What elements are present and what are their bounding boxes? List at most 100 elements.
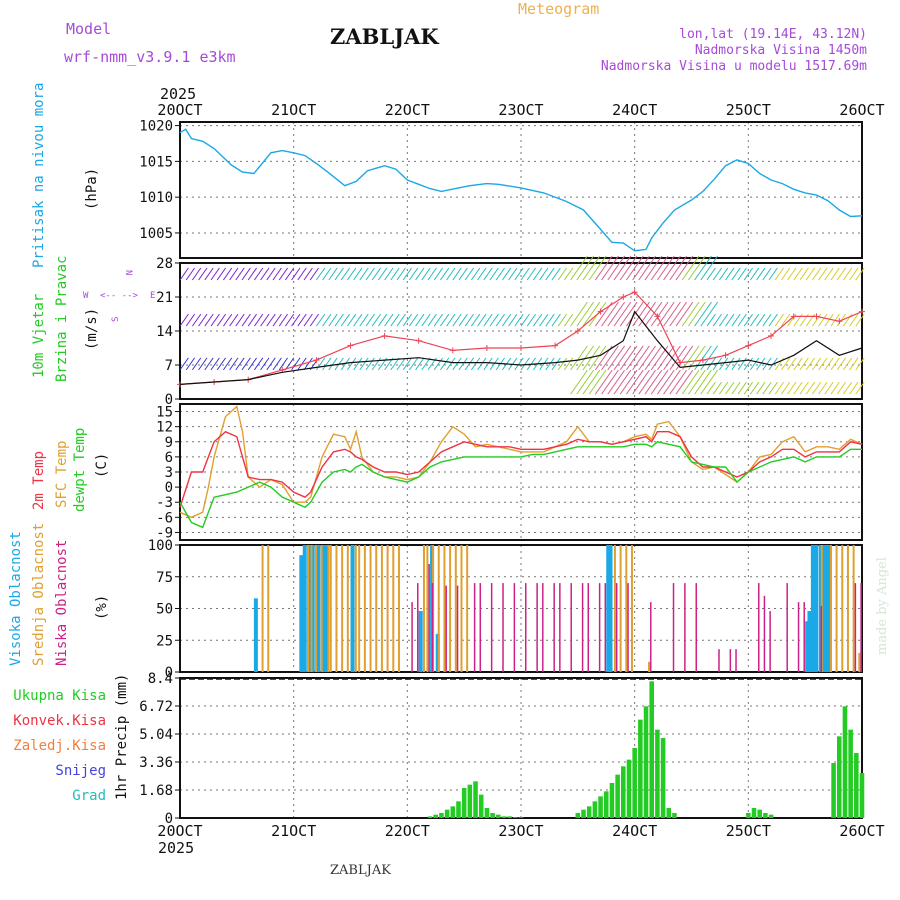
wind-barb — [247, 267, 258, 281]
y-tick-label: 7 — [165, 358, 173, 374]
mid-cloud-bar — [443, 545, 446, 672]
precip-bar — [513, 817, 518, 818]
wind-barb — [253, 267, 264, 281]
precip-bar — [439, 813, 444, 818]
low-cloud-bar — [411, 602, 413, 672]
mid-cloud-bar — [320, 545, 323, 672]
wind-barb — [402, 313, 413, 327]
wind-barb — [222, 313, 233, 327]
precip-bar — [450, 806, 456, 818]
wind-barb — [632, 369, 650, 395]
mid-cloud-bar — [329, 545, 332, 672]
wind-barb — [687, 301, 706, 327]
wind-barb — [563, 267, 574, 281]
wind-barb — [377, 267, 388, 281]
time-tick-top: 20OCT — [157, 101, 202, 119]
wind-barb — [731, 313, 741, 327]
wind-barb — [830, 267, 840, 281]
wind-speed-line — [179, 310, 863, 385]
wind-barb — [315, 313, 326, 327]
mid-cloud-bar — [422, 545, 425, 672]
low-cloud-bar — [587, 583, 590, 672]
gust-point — [790, 313, 797, 320]
low-cloud-bar — [428, 564, 430, 672]
wind-barb — [353, 357, 363, 371]
wind-barb — [179, 357, 189, 371]
wind-barb — [408, 357, 419, 371]
wind-barb — [297, 313, 307, 327]
wind-barb — [824, 381, 834, 395]
wind-barb — [712, 381, 723, 395]
wind-barb — [551, 267, 561, 281]
precip-panel: 0 1.68 3.36 5.04 6.72 8.4 — [139, 671, 865, 827]
wind-barb — [756, 357, 766, 371]
wind-barb — [644, 369, 663, 395]
wind-barb — [483, 267, 493, 281]
wind-barb — [725, 357, 735, 371]
wind-barb — [446, 267, 456, 281]
wind-barb — [694, 369, 712, 395]
wind-barb — [266, 267, 276, 281]
mid-cloud-bar — [397, 545, 400, 672]
wind-barb — [185, 357, 196, 371]
wind-barb — [253, 357, 264, 371]
wind-barb — [328, 267, 338, 281]
y-tick-label: 100 — [148, 538, 173, 554]
precip-bar — [581, 809, 586, 818]
wind-barb — [718, 267, 729, 281]
wind-barb — [235, 267, 245, 281]
wind-barb — [731, 267, 741, 281]
precip-bar — [655, 729, 660, 818]
low-cloud-bar — [860, 583, 862, 672]
wind-barb — [632, 255, 650, 281]
y-tick-label: 28 — [156, 256, 173, 272]
low-cloud-bar — [672, 583, 675, 672]
precip-bar — [768, 814, 774, 818]
wind-barb — [402, 357, 413, 371]
precip-bar — [490, 813, 495, 818]
temp2m-line — [179, 430, 863, 508]
wind-barb — [638, 255, 657, 281]
y-tick-label: 8.4 — [148, 671, 173, 687]
low-cloud-bar — [729, 649, 732, 672]
low-cloud-bar — [456, 585, 459, 672]
wind-barb — [638, 345, 657, 371]
gust-point — [483, 345, 490, 351]
low-cloud-bar — [553, 583, 555, 672]
wind-barb — [601, 301, 619, 327]
wind-barb — [532, 267, 543, 281]
wind-barb — [625, 345, 644, 371]
wind-barb — [191, 267, 202, 281]
wind-barb — [799, 381, 809, 395]
wind-barb — [762, 381, 772, 395]
wind-barb — [210, 313, 220, 327]
wind-barb — [594, 255, 613, 281]
wind-barb — [557, 357, 568, 371]
panel-frame — [179, 121, 863, 259]
gust-point — [722, 352, 729, 359]
wind-barb — [514, 267, 524, 281]
wind-barb — [675, 255, 694, 281]
wind-barb — [855, 313, 865, 327]
mid-cloud-bar — [363, 545, 366, 672]
wind-barb — [656, 345, 675, 371]
wind-barb — [656, 369, 675, 395]
low-cloud-bar — [615, 583, 618, 672]
wind-barb — [737, 267, 747, 281]
wind-barb — [365, 267, 375, 281]
wind-barb — [241, 313, 251, 327]
wind-barb — [601, 345, 619, 371]
low-cloud-bar — [559, 583, 561, 672]
wind-barb — [737, 313, 747, 327]
wind-barb — [204, 313, 214, 327]
wind-barb — [588, 369, 607, 395]
precip-legend: Ukupna Kisa Konvek.Kisa Zaledj.Kisa Snij… — [13, 688, 106, 804]
compass-n: N — [123, 270, 133, 275]
wind-barb — [272, 357, 282, 371]
low-cloud-bar — [536, 583, 538, 672]
elevation: Nadmorska Visina 1450m — [695, 43, 867, 58]
wind-barb — [749, 381, 760, 395]
wind-barb — [452, 313, 462, 327]
